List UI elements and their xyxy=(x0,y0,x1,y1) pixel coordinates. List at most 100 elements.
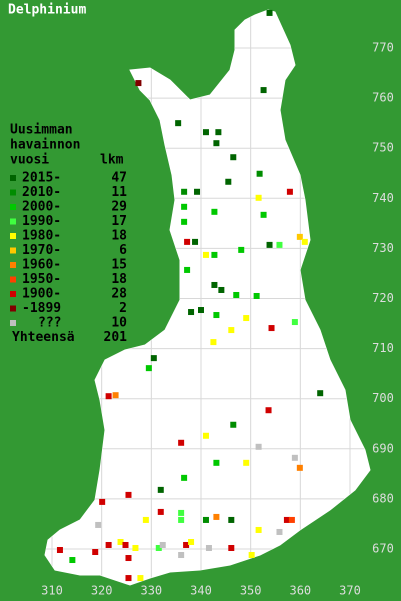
observation xyxy=(211,208,218,215)
legend-label: 1970- xyxy=(22,243,61,258)
observation xyxy=(157,508,164,515)
observation xyxy=(125,575,132,582)
legend-swatch xyxy=(10,262,16,268)
legend-count: 11 xyxy=(111,185,127,200)
legend-heading: havainnon xyxy=(10,138,80,153)
observation xyxy=(230,421,237,428)
total-label: Yhteensä xyxy=(12,330,75,345)
observation xyxy=(95,521,102,528)
observation xyxy=(228,327,235,334)
observation xyxy=(181,188,188,195)
legend-label: ??? xyxy=(38,316,61,331)
legend-count: 15 xyxy=(111,258,127,273)
observation xyxy=(125,555,132,562)
legend-label: 1960- xyxy=(22,258,61,273)
legend-label: 1990- xyxy=(22,214,61,229)
observation xyxy=(286,188,293,195)
observation xyxy=(291,319,298,326)
legend-swatch xyxy=(10,189,16,196)
legend-count: 6 xyxy=(119,243,127,258)
observation xyxy=(266,9,273,16)
observation xyxy=(228,544,235,551)
observation xyxy=(248,552,255,559)
x-tick-label: 360 xyxy=(289,584,311,598)
observation xyxy=(122,541,129,548)
x-tick-label: 350 xyxy=(240,584,262,598)
observation xyxy=(228,516,235,523)
observation xyxy=(243,459,250,466)
observation xyxy=(215,129,222,136)
legend-heading: Uusimman xyxy=(10,123,73,138)
observation xyxy=(253,292,260,299)
observation xyxy=(135,80,142,87)
observation xyxy=(213,459,220,466)
y-tick-label: 690 xyxy=(372,441,394,455)
y-tick-label: 680 xyxy=(372,491,394,505)
observation xyxy=(211,281,218,288)
observation xyxy=(178,516,185,523)
observations xyxy=(56,9,324,582)
observation xyxy=(202,516,209,523)
observation xyxy=(288,516,295,523)
observation xyxy=(184,238,191,245)
observation xyxy=(137,575,144,582)
observation xyxy=(317,390,324,397)
observation xyxy=(105,541,112,548)
observation xyxy=(105,393,112,400)
x-tick-label: 370 xyxy=(339,584,361,598)
observation xyxy=(178,552,185,559)
observation xyxy=(132,544,139,551)
observation xyxy=(210,339,217,346)
legend-count: 18 xyxy=(111,272,127,287)
legend-swatch xyxy=(10,276,16,283)
legend-count: 29 xyxy=(111,200,127,215)
observation xyxy=(157,486,164,493)
observation xyxy=(112,392,119,399)
observation xyxy=(296,233,303,240)
legend-count: 10 xyxy=(111,316,127,331)
observation xyxy=(238,246,245,253)
observation xyxy=(266,241,273,248)
observation xyxy=(202,129,209,136)
legend-label: 2015- xyxy=(22,171,61,186)
legend-count: 2 xyxy=(119,301,127,316)
observation xyxy=(99,498,106,505)
observation xyxy=(283,516,290,523)
observation xyxy=(188,309,195,316)
legend-count: 17 xyxy=(111,214,127,229)
y-tick-label: 750 xyxy=(372,141,394,155)
observation xyxy=(125,491,132,498)
observation xyxy=(268,325,275,332)
observation xyxy=(230,154,237,161)
legend-swatch xyxy=(10,233,16,239)
legend-label: -1899 xyxy=(22,301,61,316)
observation xyxy=(178,509,185,516)
observation xyxy=(213,312,220,319)
legend-swatch xyxy=(10,291,16,297)
legend-label: 2010- xyxy=(22,185,61,200)
observation xyxy=(205,544,212,551)
observation xyxy=(69,557,76,564)
observation xyxy=(145,365,152,372)
observation xyxy=(194,188,201,195)
y-tick-label: 770 xyxy=(372,41,394,55)
observation xyxy=(155,544,162,551)
observation xyxy=(265,407,272,414)
x-tick-label: 340 xyxy=(190,584,212,598)
observation xyxy=(150,355,157,362)
y-tick-label: 740 xyxy=(372,191,394,205)
observation xyxy=(211,251,218,258)
observation xyxy=(276,241,283,248)
observation xyxy=(159,541,166,548)
legend-swatch xyxy=(10,204,16,210)
observation xyxy=(296,464,303,471)
legend-swatch xyxy=(10,305,16,312)
observation xyxy=(202,251,209,258)
x-tick-label: 310 xyxy=(41,584,63,598)
observation xyxy=(255,526,262,533)
legend-count: 28 xyxy=(111,287,127,302)
y-tick-label: 670 xyxy=(372,542,394,556)
observation xyxy=(301,238,308,245)
